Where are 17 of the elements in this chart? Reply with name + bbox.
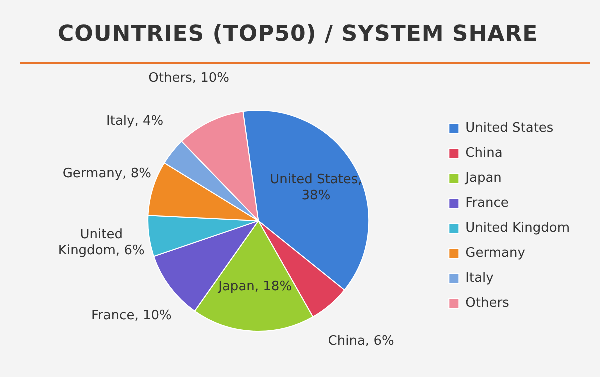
- data-label: Others, 10%: [148, 70, 230, 86]
- legend-label: United Kingdom: [466, 220, 570, 236]
- data-label: Germany, 8%: [62, 166, 152, 182]
- data-label: Italy, 4%: [106, 114, 164, 130]
- legend-label: Others: [466, 296, 510, 311]
- legend-label: Germany: [466, 246, 526, 261]
- data-label: China, 6%: [328, 334, 394, 350]
- data-label: Japan, 18%: [218, 280, 292, 295]
- data-label: United States, 38%: [270, 172, 362, 204]
- chart-title: COUNTRIES (TOP50) / SYSTEM SHARE: [58, 22, 538, 47]
- data-label: France, 10%: [91, 308, 172, 324]
- legend-label: Japan: [464, 170, 502, 186]
- data-label: United Kingdom, 6%: [58, 227, 145, 258]
- legend-label: Italy: [466, 270, 494, 286]
- legend-label: France: [466, 196, 509, 211]
- legend-label: United States: [466, 120, 554, 136]
- legend-label: China: [466, 146, 503, 161]
